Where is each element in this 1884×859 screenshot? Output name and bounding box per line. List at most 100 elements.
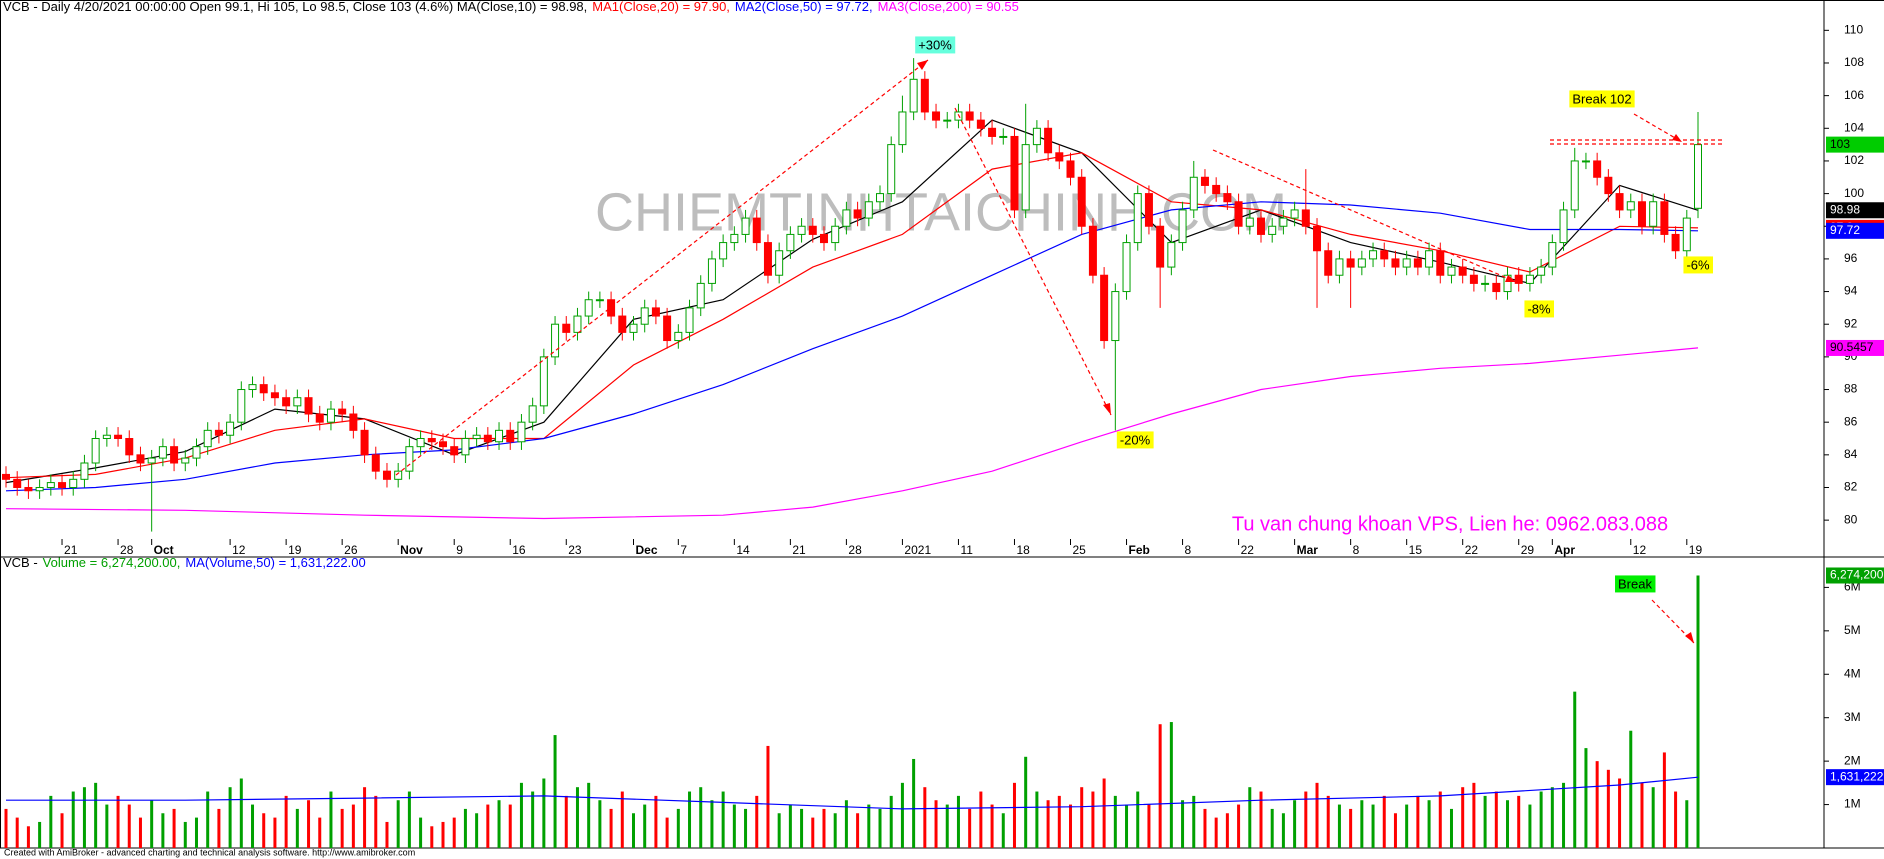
- candle-body: [326, 408, 335, 423]
- annotation-label: +30%: [918, 37, 952, 52]
- x-tick-label: Feb: [1129, 543, 1150, 557]
- volume-bar: [945, 804, 949, 848]
- candle-body: [685, 307, 694, 333]
- candle-body: [1357, 258, 1366, 268]
- candle-body: [663, 315, 672, 342]
- volume-bar: [1416, 795, 1420, 848]
- volume-bar: [609, 808, 613, 848]
- label-background: [1683, 256, 1713, 274]
- candle-body: [1234, 201, 1243, 227]
- candle-body: [651, 307, 660, 317]
- value-marker-label: 1,631,222: [1830, 769, 1884, 783]
- annotation-label: Break: [1618, 576, 1652, 591]
- candle-body: [237, 389, 246, 423]
- volume-bar: [1315, 782, 1319, 848]
- candle-body: [1413, 258, 1422, 268]
- volume-bar: [1259, 791, 1263, 848]
- candle-body: [181, 457, 190, 464]
- candle-body: [539, 356, 548, 407]
- candle-body: [282, 397, 291, 407]
- volume-bar: [206, 791, 210, 848]
- candle-body: [1212, 184, 1221, 195]
- y-tick-label: 5M: [1844, 623, 1861, 637]
- candle-body: [1032, 127, 1041, 146]
- candle-body: [416, 438, 425, 448]
- pane-header: VCB - Volume = 6,274,200.00, MA(Volume,50)…: [3, 555, 366, 570]
- candle-body: [1324, 250, 1333, 276]
- arrow-heads: [917, 60, 1694, 643]
- x-tick-label: 22: [1465, 543, 1479, 557]
- volume-bar: [138, 817, 142, 848]
- candle-body: [147, 457, 156, 464]
- volume-bar: [900, 782, 904, 848]
- candle-body: [1021, 144, 1030, 211]
- volume-bar: [598, 800, 602, 848]
- volume-bar: [1337, 804, 1341, 848]
- volume-bar: [822, 808, 826, 848]
- y-tick-label: 92: [1844, 316, 1858, 330]
- candle-body: [1346, 258, 1355, 268]
- volume-bar: [508, 804, 512, 848]
- candle-body: [1156, 225, 1165, 268]
- volume-bar: [923, 787, 927, 848]
- candle-body: [999, 135, 1008, 138]
- volume-bar: [1595, 761, 1599, 848]
- volume-bar: [575, 787, 579, 848]
- volume-bar: [1494, 791, 1498, 848]
- volume-bar: [1506, 800, 1510, 848]
- volume-bar: [374, 795, 378, 848]
- candle-body: [808, 225, 817, 235]
- x-tick-label: 28: [120, 543, 134, 557]
- volume-bar: [1102, 778, 1106, 848]
- volume-bar: [631, 813, 635, 848]
- candle-body: [214, 429, 223, 436]
- volume-bar: [1405, 804, 1409, 848]
- volume-bar: [452, 817, 456, 848]
- candle-body: [551, 323, 560, 358]
- volume-bar: [396, 800, 400, 848]
- volume-bar: [1080, 787, 1084, 848]
- candle-body: [1077, 176, 1086, 227]
- volume-bar: [856, 813, 860, 848]
- value-marker: [1826, 567, 1884, 584]
- candle-body: [1066, 160, 1075, 178]
- x-tick-label: 19: [288, 543, 302, 557]
- volume-bar: [194, 817, 198, 848]
- volume-bar: [1662, 752, 1666, 848]
- candle-body: [562, 323, 571, 333]
- candle-body: [1492, 282, 1501, 293]
- arrow-head: [1505, 275, 1516, 282]
- candle-body: [584, 299, 593, 317]
- volume-bar: [800, 808, 804, 848]
- x-tick-label: 26: [344, 543, 358, 557]
- candle-body: [1615, 193, 1624, 211]
- volume-bar: [889, 795, 893, 848]
- candle-body: [1559, 209, 1568, 244]
- volume-bar: [833, 813, 837, 848]
- volume-bar: [407, 791, 411, 848]
- volume-bar: [430, 826, 434, 848]
- volume-bar: [755, 795, 759, 848]
- volume-bar: [867, 804, 871, 848]
- candle-body: [1391, 258, 1400, 268]
- candle-body: [1256, 217, 1265, 235]
- candle-body: [450, 446, 459, 456]
- volume-bar: [1438, 791, 1442, 848]
- x-tick-label: 9: [456, 543, 463, 557]
- volume-bar: [1214, 817, 1218, 848]
- x-tick-label: 11: [960, 543, 973, 557]
- volume-bar: [968, 808, 972, 848]
- volume-bar: [1629, 730, 1633, 848]
- y-tick-label: 88: [1844, 382, 1858, 396]
- header-segment: MA3(Close,200) = 90.55: [878, 0, 1019, 14]
- candle-body: [1503, 274, 1512, 293]
- volume-bar: [1349, 808, 1353, 848]
- volume-bar: [1147, 804, 1151, 848]
- candle-body: [13, 478, 22, 488]
- candle-body: [629, 323, 638, 333]
- volume-bar: [844, 800, 848, 848]
- y-tick-label: 108: [1844, 55, 1864, 69]
- candle-body: [1537, 266, 1546, 276]
